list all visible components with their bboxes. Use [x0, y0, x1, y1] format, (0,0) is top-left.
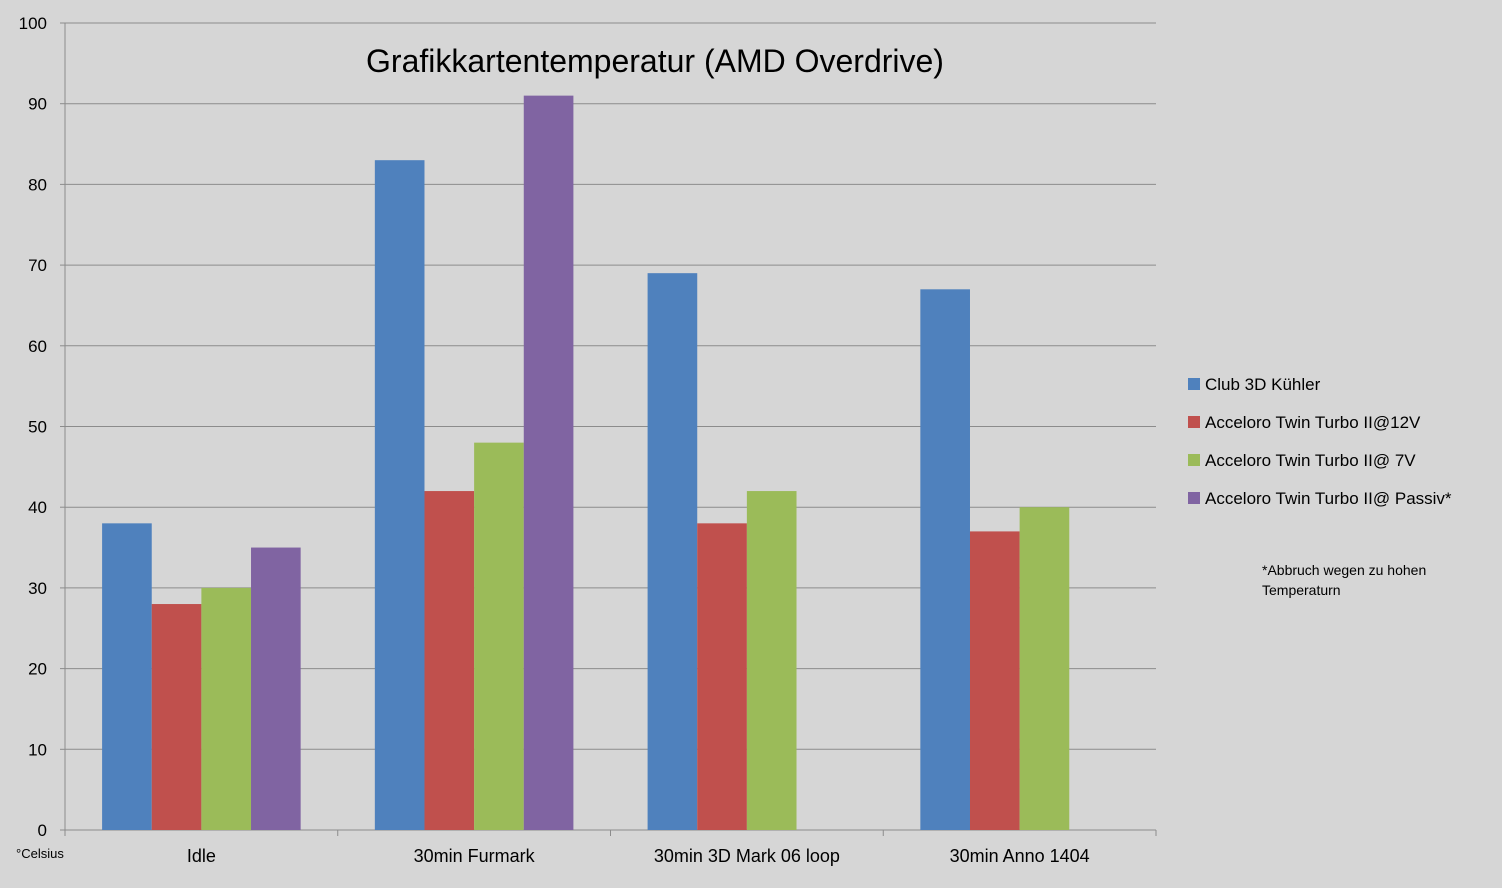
chart-title: Grafikkartentemperatur (AMD Overdrive)	[366, 43, 944, 79]
bar-4-1	[251, 547, 301, 830]
y-tick-label: 30	[28, 579, 47, 598]
legend-label: Acceloro Twin Turbo II@ Passiv*	[1205, 489, 1452, 508]
bar-1-2	[374, 160, 425, 830]
footnote-line-1: *Abbruch wegen zu hohen	[1262, 562, 1426, 578]
footnote-line-2: Temperaturn	[1262, 582, 1341, 598]
legend-label: Acceloro Twin Turbo II@12V	[1205, 413, 1421, 432]
bar-4-2	[523, 95, 574, 830]
bar-1-3	[647, 273, 698, 830]
y-tick-label: 0	[38, 821, 47, 840]
legend-swatch	[1188, 454, 1200, 466]
x-category-label: 30min Anno 1404	[950, 846, 1090, 866]
bar-3-4	[1019, 507, 1070, 830]
y-tick-label: 50	[28, 418, 47, 437]
legend-label: Club 3D Kühler	[1205, 375, 1321, 394]
axis-labels: 0 10 20 30 40 50 60 70 80 90 100 Idle 30min Furmark 3…	[19, 14, 1090, 866]
bars	[102, 95, 1070, 830]
bar-2-3	[697, 523, 747, 830]
x-category-label: 30min Furmark	[414, 846, 536, 866]
bar-2-2	[424, 491, 475, 830]
y-tick-label: 20	[28, 660, 47, 679]
legend-swatch	[1188, 492, 1200, 504]
legend-swatch	[1188, 378, 1200, 390]
y-tick-label: 80	[28, 175, 47, 194]
bar-3-1	[201, 587, 252, 830]
bar-3-3	[746, 491, 797, 830]
y-unit-label: °Celsius	[16, 846, 64, 861]
bar-1-1	[102, 523, 152, 830]
y-tick-label: 90	[28, 95, 47, 114]
y-tick-label: 10	[28, 740, 47, 759]
legend-swatch	[1188, 416, 1200, 428]
bar-3-2	[474, 442, 524, 830]
x-category-label: 30min 3D Mark 06 loop	[654, 846, 840, 866]
y-tick-label: 70	[28, 256, 47, 275]
bar-2-1	[151, 604, 202, 830]
y-tick-label: 60	[28, 337, 47, 356]
legend-label: Acceloro Twin Turbo II@ 7V	[1205, 451, 1416, 470]
y-tick-label: 100	[19, 14, 47, 33]
bar-2-4	[969, 531, 1020, 830]
y-tick-label: 40	[28, 498, 47, 517]
x-category-label: Idle	[187, 846, 216, 866]
bar-1-4	[920, 289, 970, 830]
legend: Club 3D Kühler Acceloro Twin Turbo II@12V…	[1188, 375, 1452, 508]
